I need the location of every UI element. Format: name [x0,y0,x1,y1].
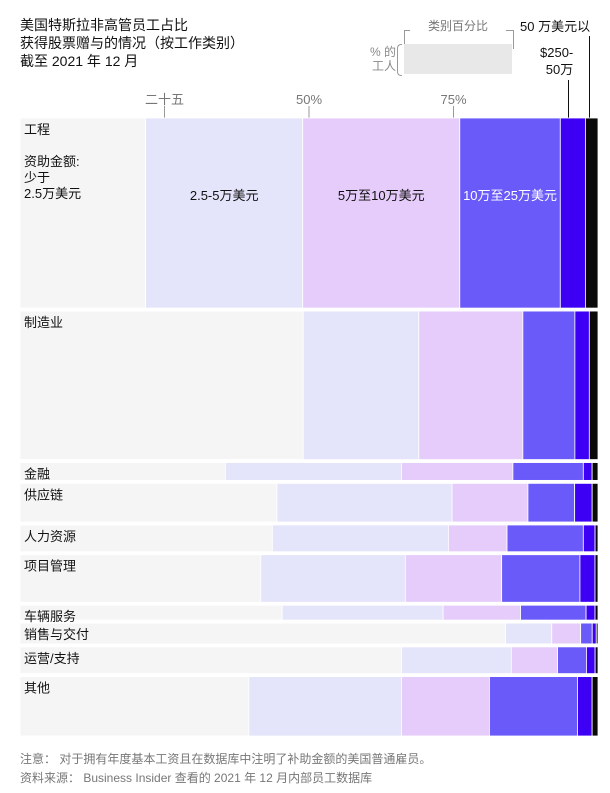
bar-9-seg-0 [19,676,250,737]
bar-2-seg-1 [224,462,402,481]
bar-3-seg-5 [591,482,599,523]
bar-1-seg-3 [522,310,576,460]
bar-9-seg-2 [401,676,490,737]
bar-2-seg-2 [401,462,514,481]
category-label-5: 项目管理 [24,559,76,574]
legend-250-500k: $250- 50万 [540,44,573,78]
bar-7-seg-5 [595,622,599,645]
bar-0-seg-0 [19,117,147,309]
bar-1-seg-2 [418,310,524,460]
chart-title: 美国特斯拉非高管员工占比 获得股票赠与的情况（按工作类别） 截至 2021 年 … [20,16,244,70]
bar-0-seg-2 [302,117,461,309]
bar-4-seg-5 [594,524,599,553]
bar-5-seg-0 [19,554,262,603]
bar-1-seg-0 [19,310,304,460]
source-text: 资料来源： Business Insider 查看的 2021 年 12 月内部… [20,771,373,785]
segment-label-0-line-0: 资助金额: [24,154,80,169]
bar-6-seg-2 [442,604,521,621]
x-tick-label-0: 二十五 [145,92,184,107]
bar-0-seg-5 [585,117,599,309]
bar-8-seg-5 [594,646,599,675]
legend-worker-line-1: % 的 [369,45,396,59]
category-label-9: 其他 [24,681,50,696]
title-line-1: 美国特斯拉非高管员工占比 [20,17,188,33]
bar-4-seg-0 [19,524,273,553]
bar-1-seg-4 [574,310,590,460]
bar-8-seg-4 [586,646,596,675]
footnotes: 注意： 对于拥有年度基本工资且在数据库中注明了补助金额的美国普通雇员。 资料来源… [20,750,431,788]
bar-3-seg-4 [574,482,593,523]
bar-5-seg-5 [594,554,599,603]
bar-7-seg-3 [580,622,593,645]
bar-0-seg-1 [145,117,304,309]
bar-7-seg-1 [505,622,553,645]
bar-2-seg-4 [582,462,593,481]
bar-4-seg-3 [506,524,584,553]
bar-4-seg-2 [447,524,508,553]
bar-5-seg-3 [501,554,581,603]
marimekko-chart: 二十五 50% 75% 2.5-5万美元 5万至10万美元 10万至25万美元 工程制造业金… [19,92,599,737]
x-tick-label-2: 75% [440,92,466,107]
note-text: 注意： 对于拥有年度基本工资且在数据库中注明了补助金额的美国普通雇员。 [20,752,432,766]
bar-9-seg-4 [577,676,593,737]
category-label-6: 车辆服务 [24,609,76,624]
category-label-0: 工程 [24,122,50,137]
segment-label-1: 2.5-5万美元 [190,188,259,203]
bar-9-seg-1 [248,676,402,737]
legend-swatch [404,44,512,74]
category-label-7: 销售与交付 [24,627,89,642]
bar-9-seg-5 [591,676,599,737]
bar-6-seg-3 [520,604,587,621]
bar-3-seg-1 [276,482,453,523]
bar-2-seg-5 [591,462,599,481]
bar-9-seg-3 [489,676,578,737]
legend-250-500k-line-2: 50万 [545,62,574,77]
bar-5-seg-4 [579,554,596,603]
bar-0-seg-4 [559,117,586,309]
bar-6-seg-4 [585,604,596,621]
title-line-2: 获得股票赠与的情况（按工作类别） [20,35,244,51]
legend-heading: 类别百分比 [410,17,506,34]
bar-7-seg-0 [19,622,506,645]
bar-1-seg-5 [588,310,599,460]
x-tick-label-1: 50% [296,92,322,107]
legend-250-500k-line-1: $250- [540,45,574,60]
bar-6-seg-5 [594,604,599,621]
bar-5-seg-2 [404,554,503,603]
category-label-1: 制造业 [24,315,63,330]
bar-2-seg-0 [19,462,226,481]
category-label-4: 人力资源 [24,529,76,544]
legend-over-500k: 50 万美元以 [520,19,591,34]
category-label-3: 供应链 [24,487,63,502]
pointer-over-500k [589,36,590,118]
bar-6-seg-1 [281,604,444,621]
legend-bracket-left [397,44,402,76]
segment-label-3: 10万至25万美元 [463,188,557,203]
pointer-250-500k [568,80,569,118]
category-label-2: 金融 [24,467,50,482]
bar-2-seg-3 [512,462,584,481]
bar-4-seg-1 [271,524,449,553]
bar-7-seg-2 [551,622,582,645]
bar-8-seg-2 [510,646,558,675]
bar-8-seg-3 [557,646,587,675]
segment-label-2: 5万至10万美元 [338,188,425,203]
segment-label-0-line-2: 2.5万美元 [24,186,81,201]
bar-1-seg-1 [302,310,420,460]
bar-4-seg-4 [582,524,596,553]
bar-3-seg-2 [451,482,529,523]
bar-5-seg-1 [260,554,406,603]
category-label-8: 运营/支持 [24,651,80,666]
legend-worker-line-2: 工人 [371,59,396,73]
title-line-3: 截至 2021 年 12 月 [20,53,139,69]
bar-7-seg-4 [591,622,597,645]
segment-label-0-line-1: 少于 [24,170,50,185]
legend-worker-label: % 的 工人 [360,45,396,73]
bar-0-seg-3 [459,117,561,309]
bar-8-seg-1 [401,646,512,675]
bar-3-seg-3 [527,482,576,523]
